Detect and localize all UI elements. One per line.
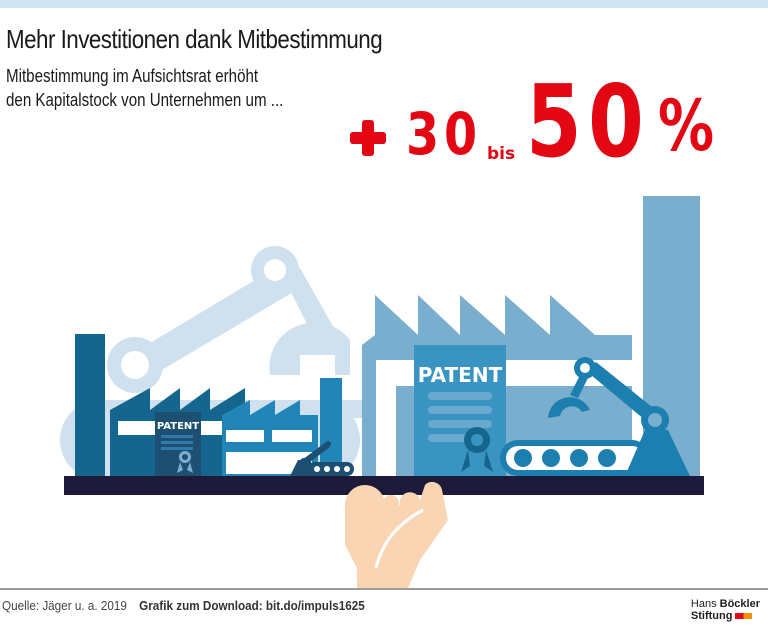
factory-middle-icon <box>222 400 318 476</box>
patent-large-label: PATENT <box>418 363 503 387</box>
patent-large-icon: PATENT <box>414 345 506 476</box>
large-robot-arm-icon <box>500 357 690 476</box>
source-citation: Quelle: Jäger u. a. 2019 <box>2 598 127 613</box>
patent-small-icon: PATENT <box>155 412 201 476</box>
subtitle-line-1: Mitbestimmung im Aufsichtsrat erhöht <box>6 66 259 86</box>
headline-high-value: 50 <box>526 63 651 180</box>
top-band <box>0 0 768 8</box>
logo-boeckler: Böckler <box>719 598 760 610</box>
chimney-middle <box>320 378 342 476</box>
headline-unit: % <box>658 85 715 167</box>
download-link[interactable]: Grafik zum Download: bit.do/impuls1625 <box>139 598 365 613</box>
headline-connector: bis <box>487 144 516 164</box>
hans-boeckler-logo: Hans Böckler Stiftung <box>691 598 760 622</box>
subtitle-line-2: den Kapitalstock von Unternehmen um ... <box>6 90 284 110</box>
small-robot-arm-icon <box>290 441 354 476</box>
plus-icon <box>350 120 386 156</box>
patent-small-label: PATENT <box>157 421 199 432</box>
subtitle: Mitbestimmung im Aufsichtsrat erhöht den… <box>6 64 283 112</box>
logo-hans: Hans <box>690 598 717 610</box>
logo-stiftung: Stiftung <box>690 610 733 622</box>
logo-color-bar-icon <box>735 613 753 619</box>
tray <box>64 476 704 495</box>
page-title: Mehr Investitionen dank Mitbestimmung <box>6 24 383 54</box>
hand-icon <box>345 481 448 588</box>
footer-divider <box>0 588 768 590</box>
factory-illustration: PATENT PATENT <box>60 196 704 588</box>
footer-source: Quelle: Jäger u. a. 2019 Grafik zum Down… <box>2 598 365 613</box>
headline-low-value: 30 <box>406 100 483 168</box>
chimney-left <box>75 334 105 476</box>
